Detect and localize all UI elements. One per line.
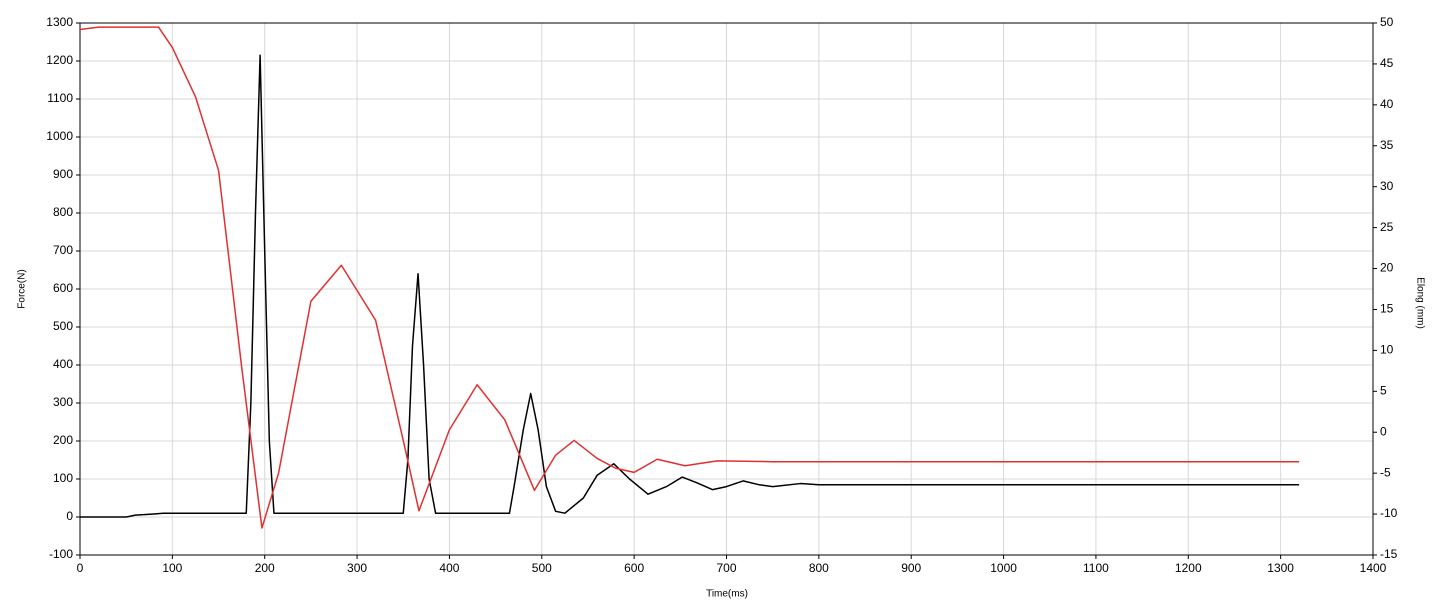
x-tick-label: 200 [255,561,275,575]
y-tick-label: 200 [53,433,73,447]
y-tick-label: 600 [53,281,73,295]
x-tick-label: 1100 [1083,561,1109,575]
x-axis-label: Time(ms) [706,589,748,600]
plot-frame [79,22,1374,556]
x-tick-label: 800 [809,561,829,575]
y2-tick-label: 15 [1380,302,1394,316]
x-tick-label: 100 [162,561,182,575]
y-tick-label: 1300 [46,15,73,29]
y-tick-label: 500 [53,319,73,333]
x-tick-label: 1200 [1175,561,1202,575]
y2-tick-label: 45 [1380,56,1394,70]
series-line [80,54,1300,518]
y-tick-label: 800 [53,205,73,219]
y2-axis-label: Elong (mm) [1414,277,1425,329]
x-tick-label: 1000 [990,561,1017,575]
x-tick-label: 500 [532,561,552,575]
y-tick-label: 400 [53,357,73,371]
y2-tick-label: 20 [1380,261,1394,275]
x-tick-label: 300 [347,561,367,575]
y2-tick-label: -5 [1380,465,1391,479]
x-tick-label: 0 [77,561,84,575]
y2-tick-label: -10 [1380,506,1398,520]
series-line [79,26,1300,529]
y-tick-label: 700 [53,243,73,257]
y2-tick-label: 10 [1380,343,1394,357]
y-tick-label: 300 [53,395,73,409]
x-tick-label: 900 [901,561,921,575]
y2-tick-label: -15 [1380,547,1398,561]
y-tick-label: 1200 [46,53,73,67]
y2-tick-label: 50 [1380,15,1394,29]
y2-tick-label: 0 [1380,424,1387,438]
y-tick-label: 1100 [47,91,73,105]
y2-tick-label: 35 [1380,138,1394,152]
y-tick-label: 1000 [46,129,73,143]
y-tick-label: 900 [53,167,73,181]
y2-tick-label: 25 [1380,220,1394,234]
x-tick-label: 600 [624,561,644,575]
x-tick-label: 1300 [1267,561,1294,575]
y-tick-label: 0 [66,509,73,523]
y-tick-label: 100 [53,471,73,485]
x-tick-label: 400 [439,561,459,575]
y2-tick-label: 30 [1380,179,1394,193]
y2-tick-label: 5 [1380,383,1387,397]
y-axis-label: Force(N) [17,269,28,308]
y-tick-label: -100 [49,547,73,561]
y2-tick-label: 40 [1380,97,1394,111]
x-tick-label: 1400 [1360,561,1387,575]
x-tick-label: 700 [716,561,736,575]
